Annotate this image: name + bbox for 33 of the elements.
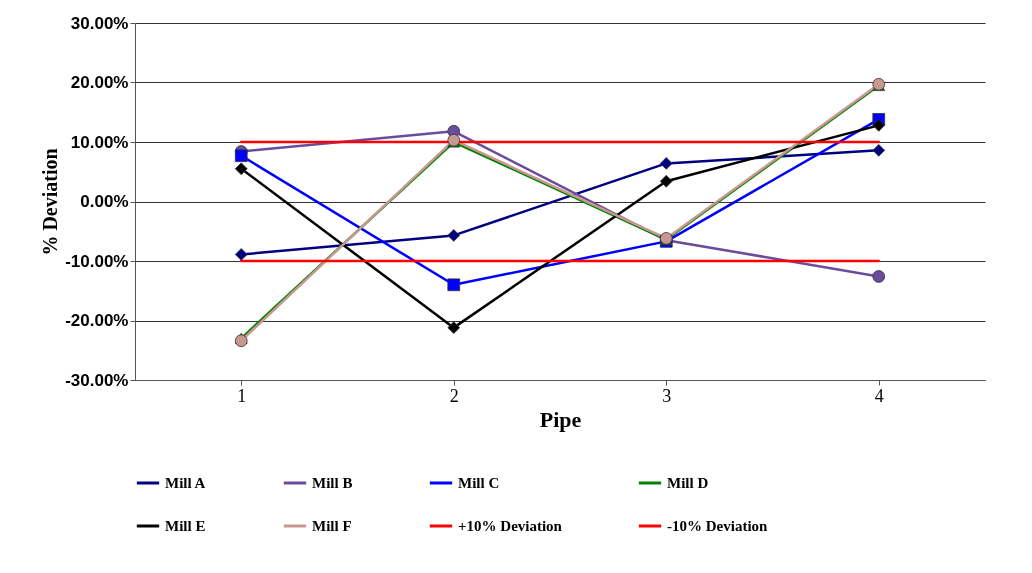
point bbox=[447, 229, 461, 242]
x-tick-label: 2 bbox=[449, 385, 459, 406]
x-tick-label: 4 bbox=[874, 385, 884, 406]
x-axis-title: Pipe bbox=[539, 406, 582, 432]
x-tick-label: 3 bbox=[662, 385, 672, 406]
legend-label: +10% Deviation bbox=[458, 518, 563, 534]
y-axis-title: % Deviation bbox=[39, 148, 62, 256]
y-tick-label: -10.00% bbox=[65, 251, 129, 271]
point bbox=[234, 248, 248, 261]
legend-label: Mill E bbox=[165, 518, 206, 534]
point bbox=[447, 321, 461, 334]
point bbox=[872, 119, 886, 132]
point bbox=[234, 149, 248, 162]
point bbox=[234, 334, 248, 348]
y-tick-label: -30.00% bbox=[65, 370, 129, 390]
point bbox=[872, 144, 886, 157]
point bbox=[659, 174, 673, 188]
legend-label: Mill C bbox=[458, 475, 500, 491]
legend-label: Mill A bbox=[165, 475, 206, 491]
point bbox=[447, 278, 461, 292]
legend-label: Mill B bbox=[312, 475, 353, 491]
point bbox=[234, 162, 248, 176]
point bbox=[872, 270, 886, 283]
y-tick-label: 20.00% bbox=[70, 73, 129, 92]
y-tick-label: 0.00% bbox=[80, 192, 129, 211]
legend-label: Mill F bbox=[312, 518, 352, 534]
legend-label: Mill D bbox=[667, 475, 709, 491]
legend-label: -10% Deviation bbox=[667, 518, 769, 534]
point bbox=[659, 157, 673, 170]
x-tick-label: 1 bbox=[237, 385, 247, 406]
y-tick-label: -20.00% bbox=[65, 311, 129, 330]
y-tick-label: 30.00% bbox=[70, 13, 129, 33]
y-tick-label: 10.00% bbox=[70, 132, 129, 152]
